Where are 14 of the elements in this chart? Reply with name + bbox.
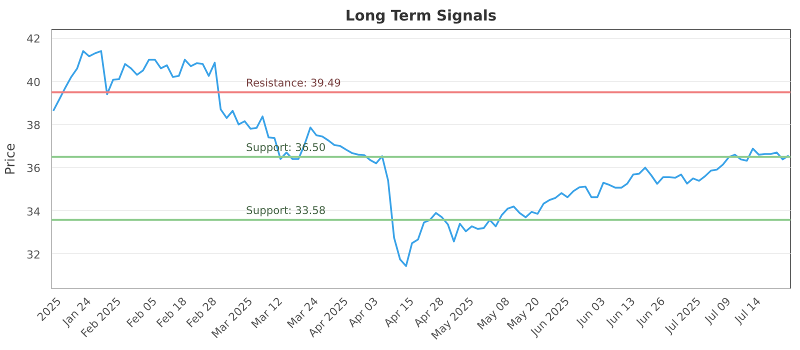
y-axis-title: Price (4, 143, 19, 175)
y-tick-label: 40 (26, 76, 41, 89)
x-tick-label: Jul 09 (702, 294, 734, 327)
chart-title: Long Term Signals (345, 8, 497, 24)
y-tick-label: 38 (26, 118, 41, 132)
ref-line-label: Resistance: 39.49 (246, 76, 342, 90)
y-tick-label: 36 (26, 162, 41, 176)
x-tick-label: Jul 14 (732, 294, 764, 327)
x-tick-label: Apr 03 (346, 294, 381, 330)
y-tick-label: 34 (26, 205, 41, 218)
y-tick-label: 32 (26, 248, 41, 262)
y-tick-label: 42 (26, 32, 41, 46)
line-series (52, 50, 790, 267)
ref-line-label: Support: 33.58 (246, 204, 326, 217)
